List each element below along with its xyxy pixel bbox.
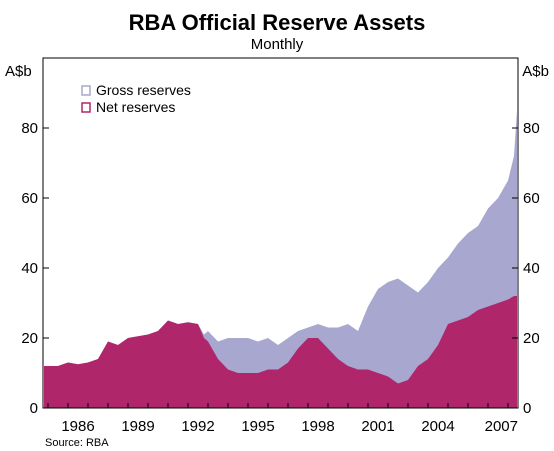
x-tick-label: 2001 [361, 418, 394, 435]
series-areas [44, 110, 517, 408]
chart-title: RBA Official Reserve Assets [129, 10, 426, 35]
x-tick-label: 1998 [301, 418, 334, 435]
x-tick-labels: 1986 1989 1992 1995 1998 2001 2004 2007 [61, 418, 518, 435]
x-tick-label: 2004 [421, 418, 454, 435]
y-tick-labels: 0 0 20 20 40 40 60 60 80 80 [21, 120, 539, 417]
legend-swatch-gross [81, 85, 91, 96]
y-tick-label-right: 0 [523, 400, 531, 417]
x-tick-label: 2007 [485, 418, 518, 435]
y-axis-unit-right: A$b [522, 63, 549, 80]
x-tick-label: 1992 [181, 418, 214, 435]
y-tick-label-right: 40 [523, 260, 540, 277]
axis-ticks [43, 127, 518, 408]
y-tick-label-left: 60 [21, 190, 38, 207]
y-tick-label-left: 20 [21, 330, 38, 347]
legend-label-net: Net reserves [96, 99, 175, 115]
legend-swatch-net [81, 102, 91, 113]
y-tick-label-left: 40 [21, 260, 38, 277]
y-tick-label-left: 80 [21, 120, 38, 137]
y-tick-label-right: 80 [523, 120, 540, 137]
x-tick-label: 1995 [241, 418, 274, 435]
y-axis-unit-left: A$b [5, 63, 32, 80]
x-tick-label: 1989 [121, 418, 154, 435]
plot-frame [42, 57, 519, 409]
y-tick-label-right: 20 [523, 330, 540, 347]
y-tick-label-left: 0 [30, 400, 38, 417]
legend: Gross reserves Net reserves [81, 82, 191, 115]
area-net-reserves [44, 296, 517, 408]
legend-label-gross: Gross reserves [96, 82, 191, 98]
x-tick-label: 1986 [61, 418, 94, 435]
y-tick-label-right: 60 [523, 190, 540, 207]
source-note: Source: RBA [45, 437, 109, 449]
chart-subtitle: Monthly [251, 36, 304, 53]
